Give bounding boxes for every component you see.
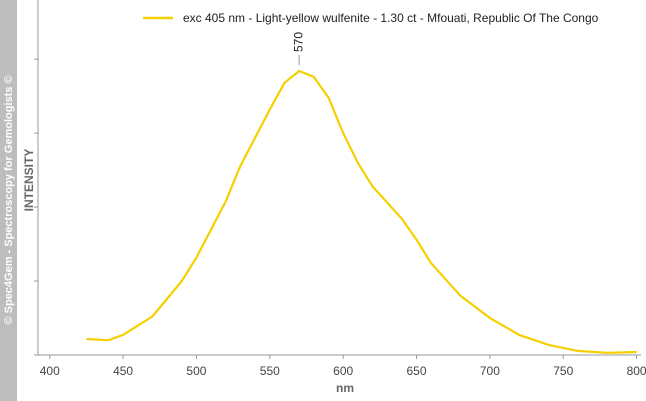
watermark: © Spec4Gem - Spectroscopy for Gemologist… bbox=[3, 75, 15, 324]
watermark-strip bbox=[0, 0, 17, 401]
x-axis-label: nm bbox=[336, 381, 354, 395]
annotation-label: 570 bbox=[291, 32, 305, 52]
x-tick-label: 700 bbox=[480, 364, 500, 378]
x-tick-label: 550 bbox=[260, 364, 280, 378]
x-tick-label: 500 bbox=[186, 364, 206, 378]
y-axis-label: INTENSITY bbox=[22, 149, 36, 212]
legend-label: exc 405 nm - Light-yellow wulfenite - 1.… bbox=[183, 11, 599, 25]
line bbox=[86, 69, 637, 354]
x-tick-label: 650 bbox=[407, 364, 427, 378]
x-tick-label: 750 bbox=[553, 364, 573, 378]
x-tick-label: 450 bbox=[113, 364, 133, 378]
x-tick-label: 400 bbox=[40, 364, 60, 378]
x-tick-label: 600 bbox=[333, 364, 353, 378]
x-tick-label: 800 bbox=[627, 364, 646, 378]
